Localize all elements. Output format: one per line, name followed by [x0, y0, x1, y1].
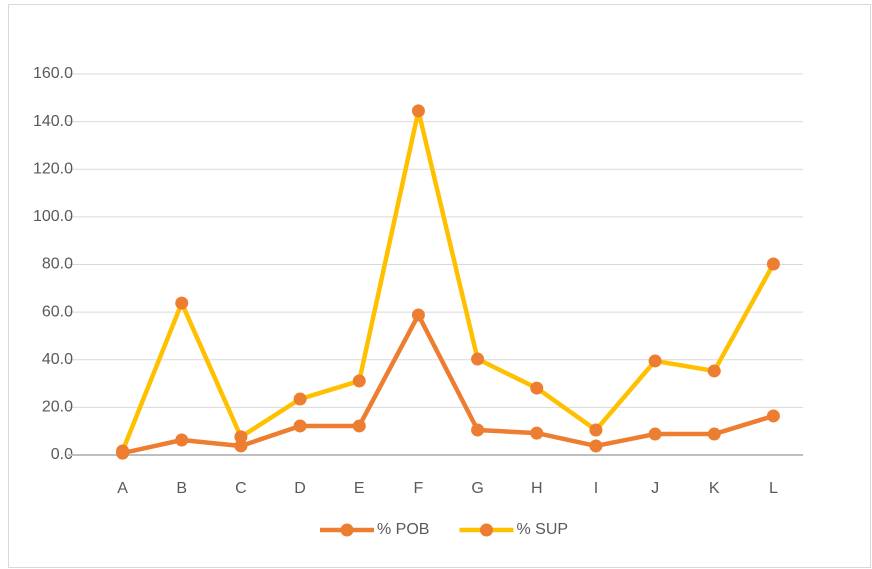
data-point — [648, 427, 662, 441]
series-line — [120, 108, 776, 452]
x-tick-label: D — [294, 480, 306, 497]
x-tick-label: L — [769, 480, 778, 497]
data-point — [589, 439, 603, 453]
legend-marker — [340, 523, 354, 537]
data-point — [352, 374, 366, 388]
data-point — [589, 423, 603, 437]
y-tick-label: 120.0 — [33, 160, 73, 177]
data-point — [411, 104, 425, 118]
y-tick-label: 100.0 — [33, 208, 73, 225]
legend-label: % SUP — [516, 521, 568, 538]
x-tick-label: A — [117, 480, 128, 497]
y-tick-label: 20.0 — [42, 399, 73, 416]
data-point — [411, 308, 425, 322]
data-point — [175, 433, 189, 447]
y-tick-label: 60.0 — [42, 303, 73, 320]
chart-frame — [8, 4, 871, 568]
data-point — [175, 296, 189, 310]
x-tick-label: J — [651, 480, 659, 497]
legend-label: % POB — [377, 521, 429, 538]
data-point — [116, 444, 130, 458]
x-tick-label: I — [594, 480, 598, 497]
x-tick-label: B — [176, 480, 187, 497]
data-point — [293, 419, 307, 433]
data-point — [234, 439, 248, 453]
data-point — [352, 419, 366, 433]
data-point — [648, 354, 662, 368]
x-tick-label: E — [354, 480, 365, 497]
data-point — [530, 426, 544, 440]
data-point — [293, 392, 307, 406]
x-tick-label: H — [531, 480, 543, 497]
data-point — [766, 409, 780, 423]
y-tick-label: 80.0 — [42, 256, 73, 273]
y-tick-label: 40.0 — [42, 351, 73, 368]
x-tick-label: K — [709, 480, 720, 497]
legend-marker — [479, 523, 493, 537]
series-line — [122, 312, 775, 456]
data-point — [471, 352, 485, 366]
data-point — [471, 423, 485, 437]
data-point — [707, 427, 721, 441]
data-point — [707, 364, 721, 378]
y-tick-label: 0.0 — [51, 446, 73, 463]
x-tick-label: C — [235, 480, 247, 497]
data-point — [766, 257, 780, 271]
data-point — [234, 430, 248, 444]
y-tick-label: 160.0 — [33, 65, 73, 82]
x-tick-label: F — [414, 480, 424, 497]
y-tick-label: 140.0 — [33, 113, 73, 130]
x-tick-label: G — [471, 480, 483, 497]
data-point — [530, 381, 544, 395]
